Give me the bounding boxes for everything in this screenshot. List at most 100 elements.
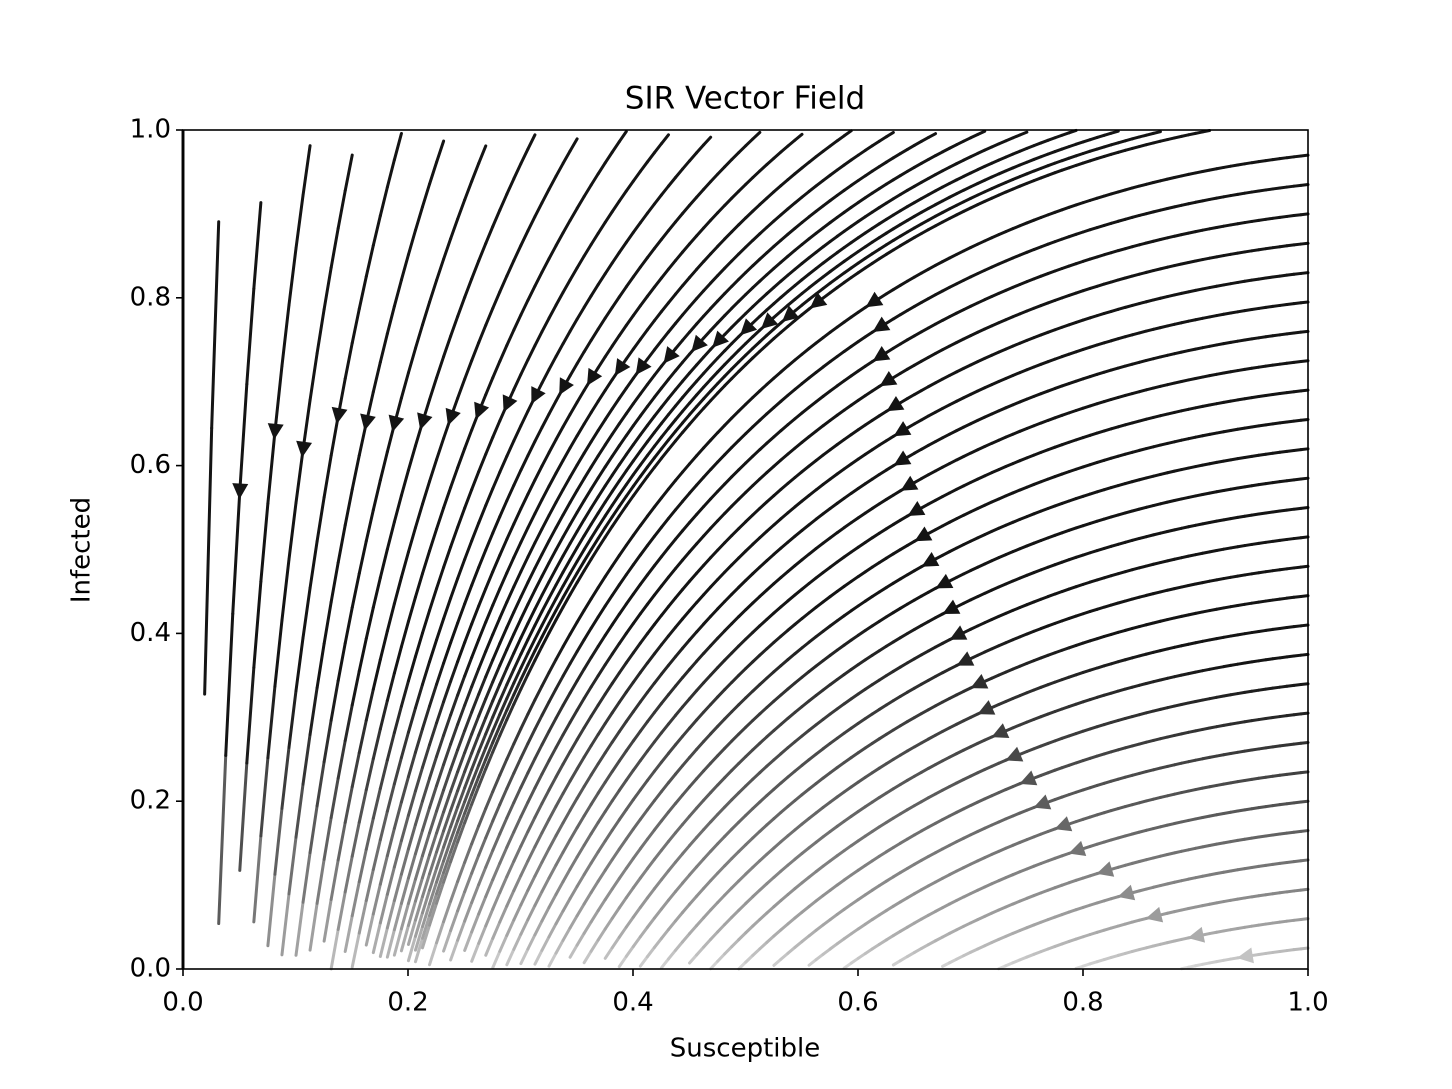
streamline [610,553,621,568]
streamline [540,451,551,468]
streamline [554,488,565,504]
streamline [716,746,727,758]
streamline [547,746,558,763]
streamline [589,476,600,491]
streamline [751,888,762,899]
streamline [343,785,354,825]
streamline [723,196,734,207]
streamline [252,201,263,291]
streamline [695,945,706,957]
streamline [603,828,614,843]
streamline [477,836,488,857]
streamline [751,565,762,576]
streamline [505,702,516,722]
streamline [737,520,748,531]
streamline [456,198,467,221]
streamline [575,305,586,321]
streamline [716,599,727,611]
streamline [744,513,755,524]
streamline [702,673,713,685]
streamline [758,911,769,921]
streamline [709,548,720,560]
streamline [526,903,537,922]
streamline [695,475,706,487]
streamline [681,873,692,885]
streamline [617,896,628,910]
streamline [589,615,600,630]
streamline [540,905,551,923]
y-tick-label: 1.0 [130,115,171,145]
streamline [561,446,572,462]
streamline [442,742,453,767]
streamline [491,208,502,229]
streamline [505,800,516,820]
streamline [470,749,481,771]
streamline [484,936,495,957]
arrowhead [1187,926,1206,943]
streamline [688,414,699,426]
streamline [498,454,509,474]
streamline [491,419,502,439]
streamline [638,544,649,557]
streamline [610,730,621,744]
streamline [519,580,530,599]
streamline [652,447,663,460]
streamline [428,831,439,857]
streamline [252,579,263,669]
streamline [575,559,586,575]
streamline [498,708,509,728]
streamline [786,267,797,277]
streamline [645,769,656,782]
streamline [645,916,656,929]
streamline [716,203,727,215]
streamline [498,933,509,953]
streamline [779,804,790,814]
streamline [1299,740,1310,745]
streamline [631,449,642,463]
streamline [442,545,453,569]
streamline [744,865,755,876]
streamline [758,617,769,628]
streamline [491,470,502,491]
streamline [772,487,783,498]
streamline [800,286,811,296]
x-axis-label: Susceptible [670,1034,820,1064]
streamline [1299,887,1310,892]
streamline [723,158,734,169]
streamline [674,587,685,600]
streamline [695,857,706,869]
streamline [1299,388,1310,393]
streamline [526,344,537,362]
streamline [765,285,776,296]
streamline [378,758,389,790]
streamline [470,638,481,659]
streamline [589,850,600,865]
streamline [498,274,509,294]
streamline [582,522,593,538]
streamline [631,641,642,655]
streamline [442,839,453,863]
streamline [421,549,432,576]
streamline [315,495,326,543]
streamline [589,938,600,953]
streamline [688,297,699,309]
streamline [645,456,656,469]
streamline [758,471,769,481]
arrowhead [921,551,940,567]
streamline [709,391,720,403]
streamline [456,919,467,942]
streamline [533,919,544,937]
streamline [779,540,790,550]
streamline [568,559,579,576]
streamline [617,483,628,497]
arrowhead [663,346,680,364]
streamline [779,289,790,299]
streamline [477,503,488,525]
streamline [1299,506,1310,510]
streamline [1299,858,1310,863]
streamline [716,453,727,464]
streamline [385,899,396,930]
streamline [786,417,797,427]
streamline [765,934,776,944]
streamline [294,636,305,693]
